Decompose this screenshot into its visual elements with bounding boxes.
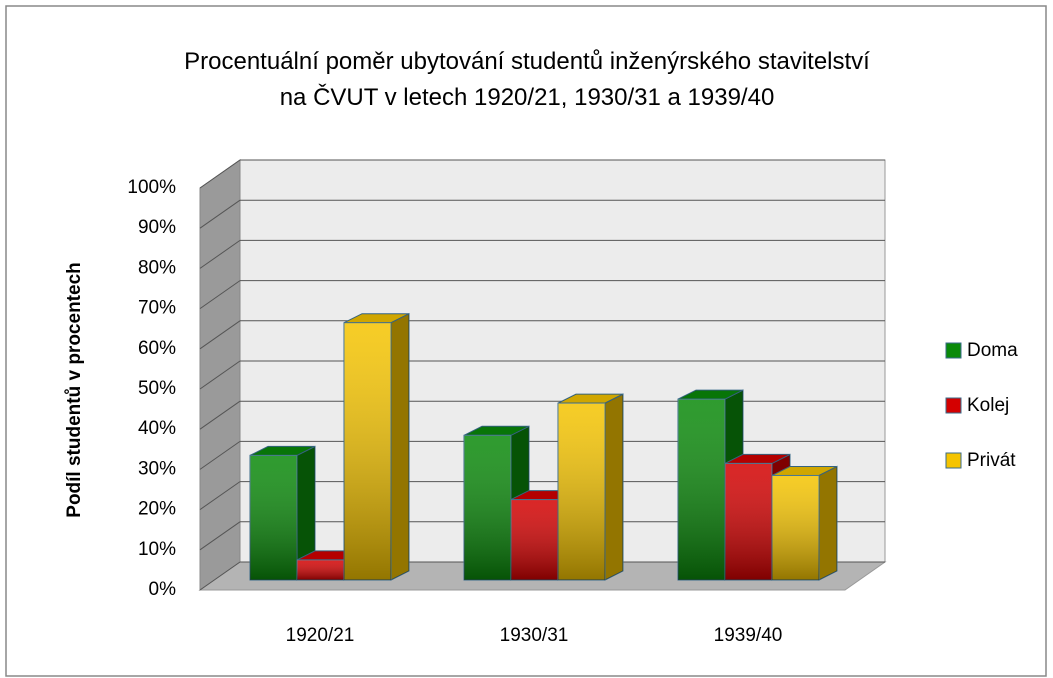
y-tick-label: 30%	[138, 458, 176, 479]
bar-top-shade	[250, 446, 315, 456]
legend-swatch	[945, 452, 962, 469]
grid-line-side	[199, 521, 241, 551]
bar-side-shade	[819, 466, 837, 580]
bar-front-shade	[558, 403, 605, 580]
x-tick-label: 1939/40	[714, 625, 783, 646]
bar	[343, 312, 410, 581]
bar-front-shade	[297, 559, 344, 580]
y-tick-label: 50%	[138, 378, 176, 399]
bar-top-shade	[772, 466, 837, 476]
y-tick-label: 70%	[138, 298, 176, 319]
bar-front-shade	[511, 499, 558, 580]
bar-top-shade	[344, 313, 409, 323]
y-tick-label: 80%	[138, 257, 176, 278]
bar-side-shade	[297, 446, 315, 580]
legend-label: Kolej	[967, 395, 1009, 416]
bar-top-shade	[678, 390, 743, 400]
bar-front-shade	[772, 475, 819, 580]
y-tick-label: 10%	[138, 539, 176, 560]
y-tick-label: 90%	[138, 217, 176, 238]
legend-swatch	[945, 342, 962, 359]
grid-line-side	[199, 360, 241, 390]
y-tick-label: 60%	[138, 338, 176, 359]
grid-line-side	[199, 400, 241, 430]
grid-line-side	[199, 159, 241, 189]
bar-front-shade	[464, 435, 511, 580]
y-tick-label: 100%	[127, 177, 176, 198]
y-tick-label: 40%	[138, 418, 176, 439]
bar	[249, 445, 316, 581]
legend-label: Doma	[967, 340, 1018, 361]
y-tick-label: 20%	[138, 499, 176, 520]
bar-top-shade	[725, 454, 790, 464]
y-axis-title: Podíl studentů v procentech	[64, 262, 85, 517]
bar	[771, 465, 838, 581]
grid-line-side	[199, 561, 241, 591]
x-tick-label: 1930/31	[500, 625, 569, 646]
bar-top-shade	[464, 426, 529, 436]
x-tick-label: 1920/21	[286, 625, 355, 646]
bar-front-shade	[678, 399, 725, 580]
legend-label: Privát	[967, 450, 1016, 471]
bar-side-shade	[605, 394, 623, 580]
grid-line-side	[199, 481, 241, 511]
bar-front-shade	[725, 463, 772, 580]
grid-line-side	[199, 320, 241, 350]
bar-top-shade	[558, 394, 623, 404]
grid-line-side	[199, 199, 241, 229]
bar-front-shade	[250, 455, 297, 580]
grid-line-side	[199, 280, 241, 310]
bar-front-shade	[344, 322, 391, 580]
bar-side-shade	[391, 313, 409, 580]
legend-swatch	[945, 397, 962, 414]
y-tick-label: 0%	[149, 579, 177, 600]
grid-line-side	[199, 239, 241, 269]
chart-title: Procentuální poměr ubytování studentů in…	[184, 48, 870, 111]
grid-line-side	[199, 440, 241, 470]
bar	[557, 393, 624, 581]
